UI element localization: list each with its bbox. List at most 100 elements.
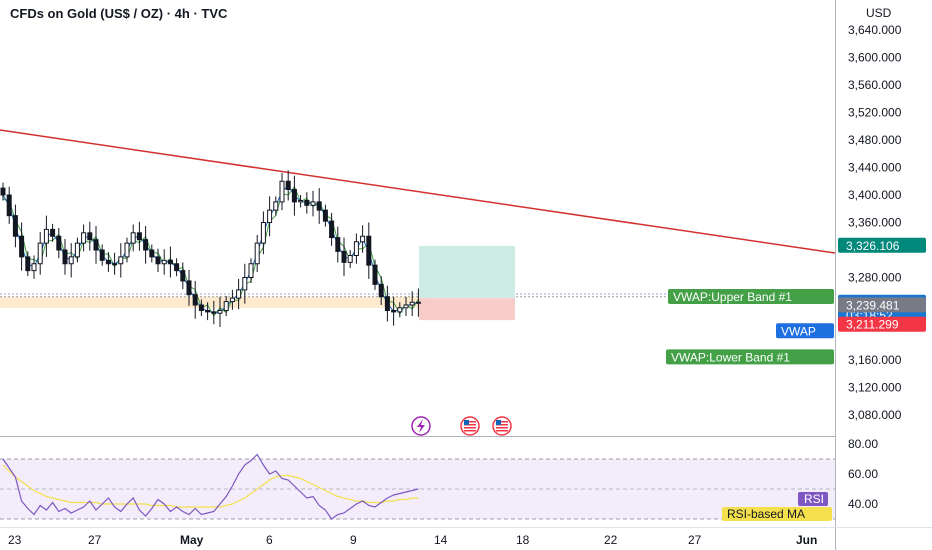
indicator-tag-text: VWAP [781,324,816,338]
price-label-text: 3,211.299 [846,318,899,332]
time-tick-label: 27 [688,533,702,547]
candle-body [279,180,285,203]
candle-body [37,242,43,265]
time-tick-label: Jun [796,533,817,547]
flag-canton [496,420,501,425]
candle-body [304,200,310,206]
price-tick-label: 3,560.000 [848,78,902,92]
candle-body [167,259,173,265]
candle-body [415,301,421,304]
rsi-tag-text: RSI [804,492,824,506]
candle-body [298,200,304,203]
candle-body [254,242,260,265]
descending-trendline [0,129,836,254]
candle-body [285,180,291,190]
us-flag-event-icon[interactable] [492,416,512,436]
price-axis-unit: USD [866,6,892,20]
candle-body [322,209,328,222]
long-position-loss-zone [419,298,515,321]
price-label-badge [838,237,926,253]
rsi-ma-tag [722,507,832,521]
candle-body [347,255,353,263]
candle-body [198,304,204,311]
indicator-tag-text: VWAP:Lower Band #1 [671,350,790,364]
flag-stripe [464,424,476,426]
rsi-tick-label: 80.00 [848,437,878,451]
lightning-icon-glyph [417,419,425,433]
flag-stripe [464,430,476,432]
candle-body [87,232,93,241]
candle-body [155,256,161,265]
price-tick-label: 3,520.000 [848,106,902,120]
long-position-profit-zone [419,245,515,299]
candle-body [74,242,80,258]
candle-body [267,209,273,223]
candle-body [366,235,372,266]
candle-body [205,310,211,313]
candle-body [149,249,155,258]
flag-canton [464,420,469,425]
price-label-text: 3,239.481 [846,298,900,312]
candle-body [409,301,415,306]
price-tick-label: 3,600.000 [848,51,902,65]
flag-stripe [464,427,476,429]
candle-body [130,232,136,244]
price-tick-label: 3,080.000 [848,408,902,422]
price-tick-label: 3,160.000 [848,353,902,367]
price-tick-label: 3,440.000 [848,161,902,175]
candle-body [403,304,409,309]
candle-body [161,259,167,265]
indicator-tag [668,289,834,304]
candle-body [273,201,279,211]
candle-body [360,235,366,243]
candle-body [43,228,49,244]
candle-body [384,296,390,311]
candle-body [0,187,6,196]
candle-body [378,283,384,298]
candle-body [112,263,118,266]
chart-title: CFDs on Gold (US$ / OZ) · 4h · TVC [10,6,228,21]
us-flag-event-icon[interactable] [460,416,480,436]
candle-body [372,264,378,285]
candle-body [186,280,192,296]
rsi-ma-line [2,464,419,508]
time-tick-label: 14 [434,533,448,547]
price-label-badge [838,297,926,313]
candle-body [335,237,341,252]
indicator-tag [776,323,834,339]
candle-body [329,220,335,239]
candle-body [99,249,105,261]
time-tick-label: 6 [266,533,273,547]
time-tick-label: 27 [88,533,102,547]
time-tick-label: 9 [350,533,357,547]
time-tick-label: 23 [8,533,22,547]
candle-body [211,311,217,314]
price-label-badge [838,316,926,332]
price-tick-label: 3,280.000 [848,271,902,285]
candle-body [68,256,74,265]
indicator-tag [666,349,834,365]
candle-body [62,249,68,265]
rsi-line [2,453,419,520]
candle-body [174,263,180,272]
candle-body [341,250,347,263]
rsi-tick-label: 40.00 [848,497,878,511]
rsi-tick-label: 60.00 [848,467,878,481]
candle-body [124,242,130,258]
flag-stripe [496,430,508,432]
time-tick-label: 18 [516,533,530,547]
candle-body [260,222,266,244]
candle-body [397,307,403,313]
indicator-tag-text: VWAP:Upper Band #1 [673,290,792,304]
candle-body [25,256,31,272]
candle-body [223,301,229,311]
candle-body [6,194,12,217]
flag-stripe [496,424,508,426]
candle-body [248,263,254,278]
support-zone [0,296,426,308]
price-tick-label: 3,400.000 [848,188,902,202]
time-tick-label: 22 [604,533,618,547]
candle-body [391,310,397,313]
